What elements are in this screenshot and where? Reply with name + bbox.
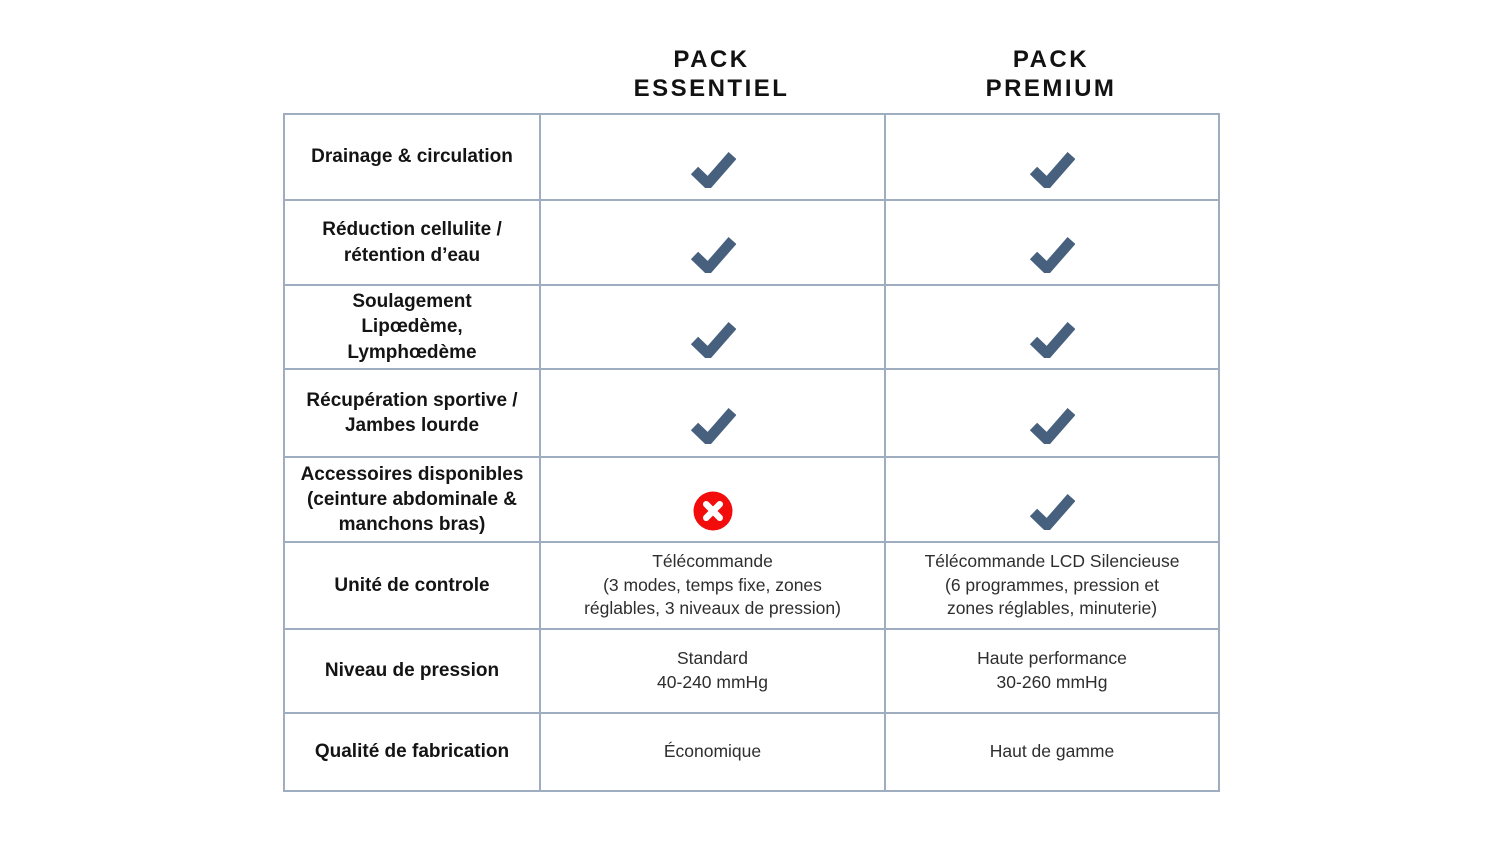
cell-premium <box>884 284 1220 370</box>
cell-essentiel: Économique <box>539 712 886 792</box>
cell-premium <box>884 113 1220 201</box>
row-label: Soulagement Lipœdème, Lymphœdème <box>283 284 541 370</box>
check-icon <box>1029 494 1075 531</box>
cell-essentiel <box>539 284 886 370</box>
check-icon <box>690 237 736 274</box>
cell-essentiel <box>539 199 886 286</box>
table-row: Qualité de fabrication Économique Haut d… <box>283 712 1220 792</box>
cell-premium <box>884 456 1220 543</box>
cell-essentiel: Standard 40-240 mmHg <box>539 628 886 714</box>
check-icon <box>690 151 736 188</box>
cell-premium: Haut de gamme <box>884 712 1220 792</box>
row-label: Qualité de fabrication <box>283 712 541 792</box>
cell-essentiel <box>539 456 886 543</box>
check-icon <box>690 321 736 358</box>
comparison-table: Drainage & circulation Réduction celluli… <box>283 113 1220 792</box>
cross-circle-icon <box>693 491 732 531</box>
table-row: Récupération sportive / Jambes lourde <box>283 368 1220 458</box>
cell-essentiel <box>539 368 886 458</box>
cell-premium: Télécommande LCD Silencieuse (6 programm… <box>884 541 1220 630</box>
table-row: Unité de controle Télécommande (3 modes,… <box>283 541 1220 630</box>
row-label: Récupération sportive / Jambes lourde <box>283 368 541 458</box>
check-icon <box>1029 237 1075 274</box>
cell-essentiel: Télécommande (3 modes, temps fixe, zones… <box>539 541 886 630</box>
table-column-headers: PACK ESSENTIEL PACK PREMIUM <box>283 46 1218 104</box>
table-row: Accessoires disponibles (ceinture abdomi… <box>283 456 1220 543</box>
check-icon <box>1029 151 1075 188</box>
table-row: Niveau de pression Standard 40-240 mmHg … <box>283 628 1220 714</box>
row-label: Réduction cellulite / rétention d’eau <box>283 199 541 286</box>
check-icon <box>1029 321 1075 358</box>
cell-essentiel <box>539 113 886 201</box>
cell-premium: Haute performance 30-260 mmHg <box>884 628 1220 714</box>
row-label: Unité de controle <box>283 541 541 630</box>
table-row: Réduction cellulite / rétention d’eau <box>283 199 1220 286</box>
column-header-pack-premium: PACK PREMIUM <box>985 46 1117 102</box>
check-icon <box>1029 407 1075 444</box>
check-icon <box>690 407 736 444</box>
row-label: Drainage & circulation <box>283 113 541 201</box>
column-header-pack-essentiel: PACK ESSENTIEL <box>633 46 790 102</box>
cell-premium <box>884 199 1220 286</box>
row-label: Niveau de pression <box>283 628 541 714</box>
table-row: Soulagement Lipœdème, Lymphœdème <box>283 284 1220 370</box>
row-label: Accessoires disponibles (ceinture abdomi… <box>283 456 541 543</box>
header-spacer <box>283 46 539 104</box>
table-row: Drainage & circulation <box>283 113 1220 201</box>
cell-premium <box>884 368 1220 458</box>
